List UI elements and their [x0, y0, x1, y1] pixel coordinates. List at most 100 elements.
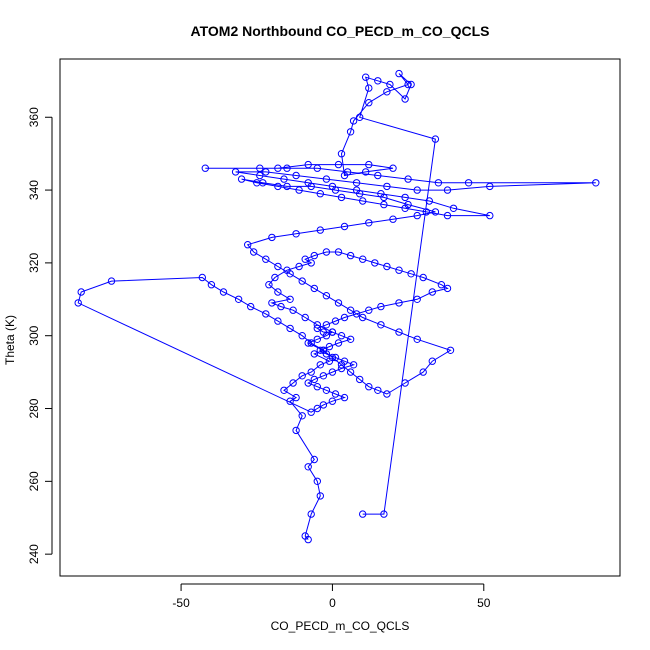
data-point — [298, 412, 306, 420]
data-point — [201, 164, 210, 172]
data-point — [283, 182, 291, 191]
data-point — [352, 186, 361, 194]
data-point — [292, 426, 300, 435]
data-point — [404, 80, 412, 89]
data-point — [198, 273, 207, 282]
data-point — [313, 477, 321, 485]
data-point — [346, 335, 355, 343]
data-point — [313, 383, 321, 391]
data-point — [395, 328, 403, 336]
data-point — [256, 171, 264, 180]
data-point — [256, 164, 264, 172]
data-point — [464, 179, 473, 187]
data-point — [395, 69, 403, 78]
data-point — [322, 321, 331, 329]
data-point — [380, 200, 388, 209]
data-point — [274, 164, 282, 172]
data-point — [262, 310, 270, 318]
data-point — [334, 339, 343, 347]
data-point — [234, 295, 243, 303]
data-point — [286, 295, 294, 303]
x-tick-label: 50 — [477, 596, 491, 610]
data-point — [428, 357, 436, 365]
data-point — [377, 302, 385, 311]
data-point — [307, 408, 315, 416]
data-point — [346, 368, 355, 376]
data-point — [280, 386, 288, 394]
data-point — [449, 204, 458, 213]
data-point — [274, 288, 282, 296]
data-point — [310, 350, 318, 358]
data-point — [362, 73, 370, 81]
data-point — [250, 248, 258, 256]
data-point — [268, 233, 276, 242]
data-point — [319, 328, 328, 336]
data-point — [431, 208, 440, 216]
data-point — [289, 379, 297, 387]
data-point — [262, 168, 270, 176]
data-point — [401, 95, 409, 103]
data-point — [286, 270, 294, 278]
data-point — [253, 179, 261, 187]
data-point — [365, 99, 373, 107]
data-point — [331, 317, 340, 325]
data-point — [334, 160, 343, 169]
data-point — [316, 361, 324, 369]
data-point — [316, 346, 324, 354]
data-point — [407, 270, 415, 278]
data-point — [219, 288, 228, 296]
data-point — [413, 295, 421, 303]
data-point — [310, 375, 318, 384]
data-point — [486, 211, 494, 220]
data-point — [207, 281, 216, 289]
data-point — [319, 401, 328, 409]
data-point — [374, 386, 382, 394]
data-point — [486, 182, 494, 191]
data-point — [325, 342, 334, 351]
data-point — [401, 379, 409, 387]
data-point — [307, 339, 315, 347]
data-point — [301, 313, 309, 322]
data-point — [298, 332, 306, 340]
data-point — [340, 171, 349, 180]
data-point — [271, 273, 279, 282]
data-point — [389, 215, 397, 223]
data-point — [304, 463, 312, 471]
data-point — [328, 353, 337, 362]
data-point — [356, 113, 364, 122]
data-point — [322, 248, 331, 256]
data-point — [313, 404, 321, 413]
data-point — [359, 255, 367, 263]
data-point — [322, 386, 331, 394]
data-point — [304, 379, 312, 387]
data-point — [365, 383, 373, 391]
data-point — [365, 160, 373, 169]
data-point — [262, 255, 270, 263]
data-point — [380, 510, 388, 518]
data-point — [383, 390, 391, 398]
data-point — [316, 492, 324, 500]
data-point — [319, 372, 328, 380]
data-point — [352, 179, 361, 187]
data-point — [77, 288, 85, 296]
data-point — [337, 364, 346, 373]
data-point — [301, 255, 309, 263]
data-point — [313, 164, 321, 172]
y-tick-label: 260 — [27, 471, 41, 491]
data-point — [422, 208, 430, 216]
data-point — [247, 302, 255, 311]
data-point — [413, 335, 421, 343]
data-point — [322, 175, 331, 183]
data-point — [425, 197, 433, 205]
data-point — [274, 262, 282, 271]
data-point — [244, 241, 252, 249]
data-point — [304, 160, 312, 169]
data-point — [383, 182, 391, 191]
data-point — [292, 393, 300, 402]
data-point — [328, 397, 337, 405]
data-point — [446, 346, 455, 354]
data-point — [328, 328, 337, 336]
data-point — [322, 292, 331, 300]
data-point — [362, 168, 370, 176]
data-point — [268, 299, 276, 307]
